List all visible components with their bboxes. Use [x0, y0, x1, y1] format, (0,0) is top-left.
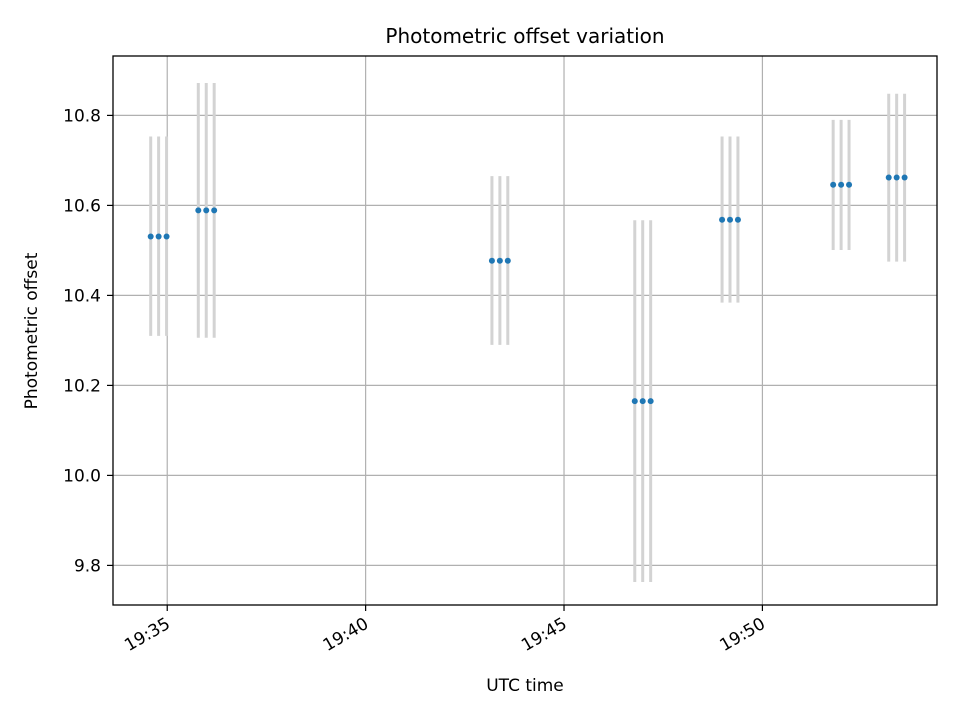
data-point — [211, 207, 218, 214]
data-point — [203, 207, 210, 214]
data-points — [147, 174, 908, 405]
y-tick-label: 10.6 — [63, 196, 101, 216]
chart-title: Photometric offset variation — [385, 24, 664, 48]
data-point — [830, 181, 837, 188]
y-tick-label: 10.0 — [63, 466, 101, 486]
data-point — [893, 174, 900, 181]
y-tick-label: 10.4 — [63, 286, 101, 306]
y-tick-label: 10.8 — [63, 106, 101, 126]
y-tick-label: 10.2 — [63, 376, 101, 396]
plot-frame — [112, 55, 938, 606]
ticks: 19:35 19:40 19:45 19:50 9.8 10.0 10.2 10.4 10.6 1… — [63, 106, 769, 655]
data-point — [504, 257, 511, 264]
data-point — [901, 174, 908, 181]
y-axis-label: Photometric offset — [22, 252, 42, 409]
data-point — [639, 398, 646, 405]
grid — [113, 56, 937, 605]
error-bars — [149, 83, 907, 583]
data-point — [885, 174, 892, 181]
data-point — [734, 216, 741, 223]
data-point — [719, 216, 726, 223]
x-tick-label: 19:35 — [121, 614, 173, 656]
x-axis-label: UTC time — [486, 676, 564, 696]
data-point — [631, 398, 638, 405]
data-point — [195, 207, 202, 214]
data-point — [846, 181, 853, 188]
data-point — [496, 257, 503, 264]
data-point — [727, 216, 734, 223]
data-point — [147, 233, 154, 240]
data-point — [155, 233, 162, 240]
y-tick-label: 9.8 — [74, 556, 101, 576]
x-tick-label: 19:40 — [320, 614, 372, 656]
data-point — [163, 233, 170, 240]
x-tick-label: 19:45 — [518, 614, 570, 656]
data-point — [488, 257, 495, 264]
data-point — [647, 398, 654, 405]
x-tick-label: 19:50 — [716, 614, 768, 656]
data-point — [838, 181, 845, 188]
